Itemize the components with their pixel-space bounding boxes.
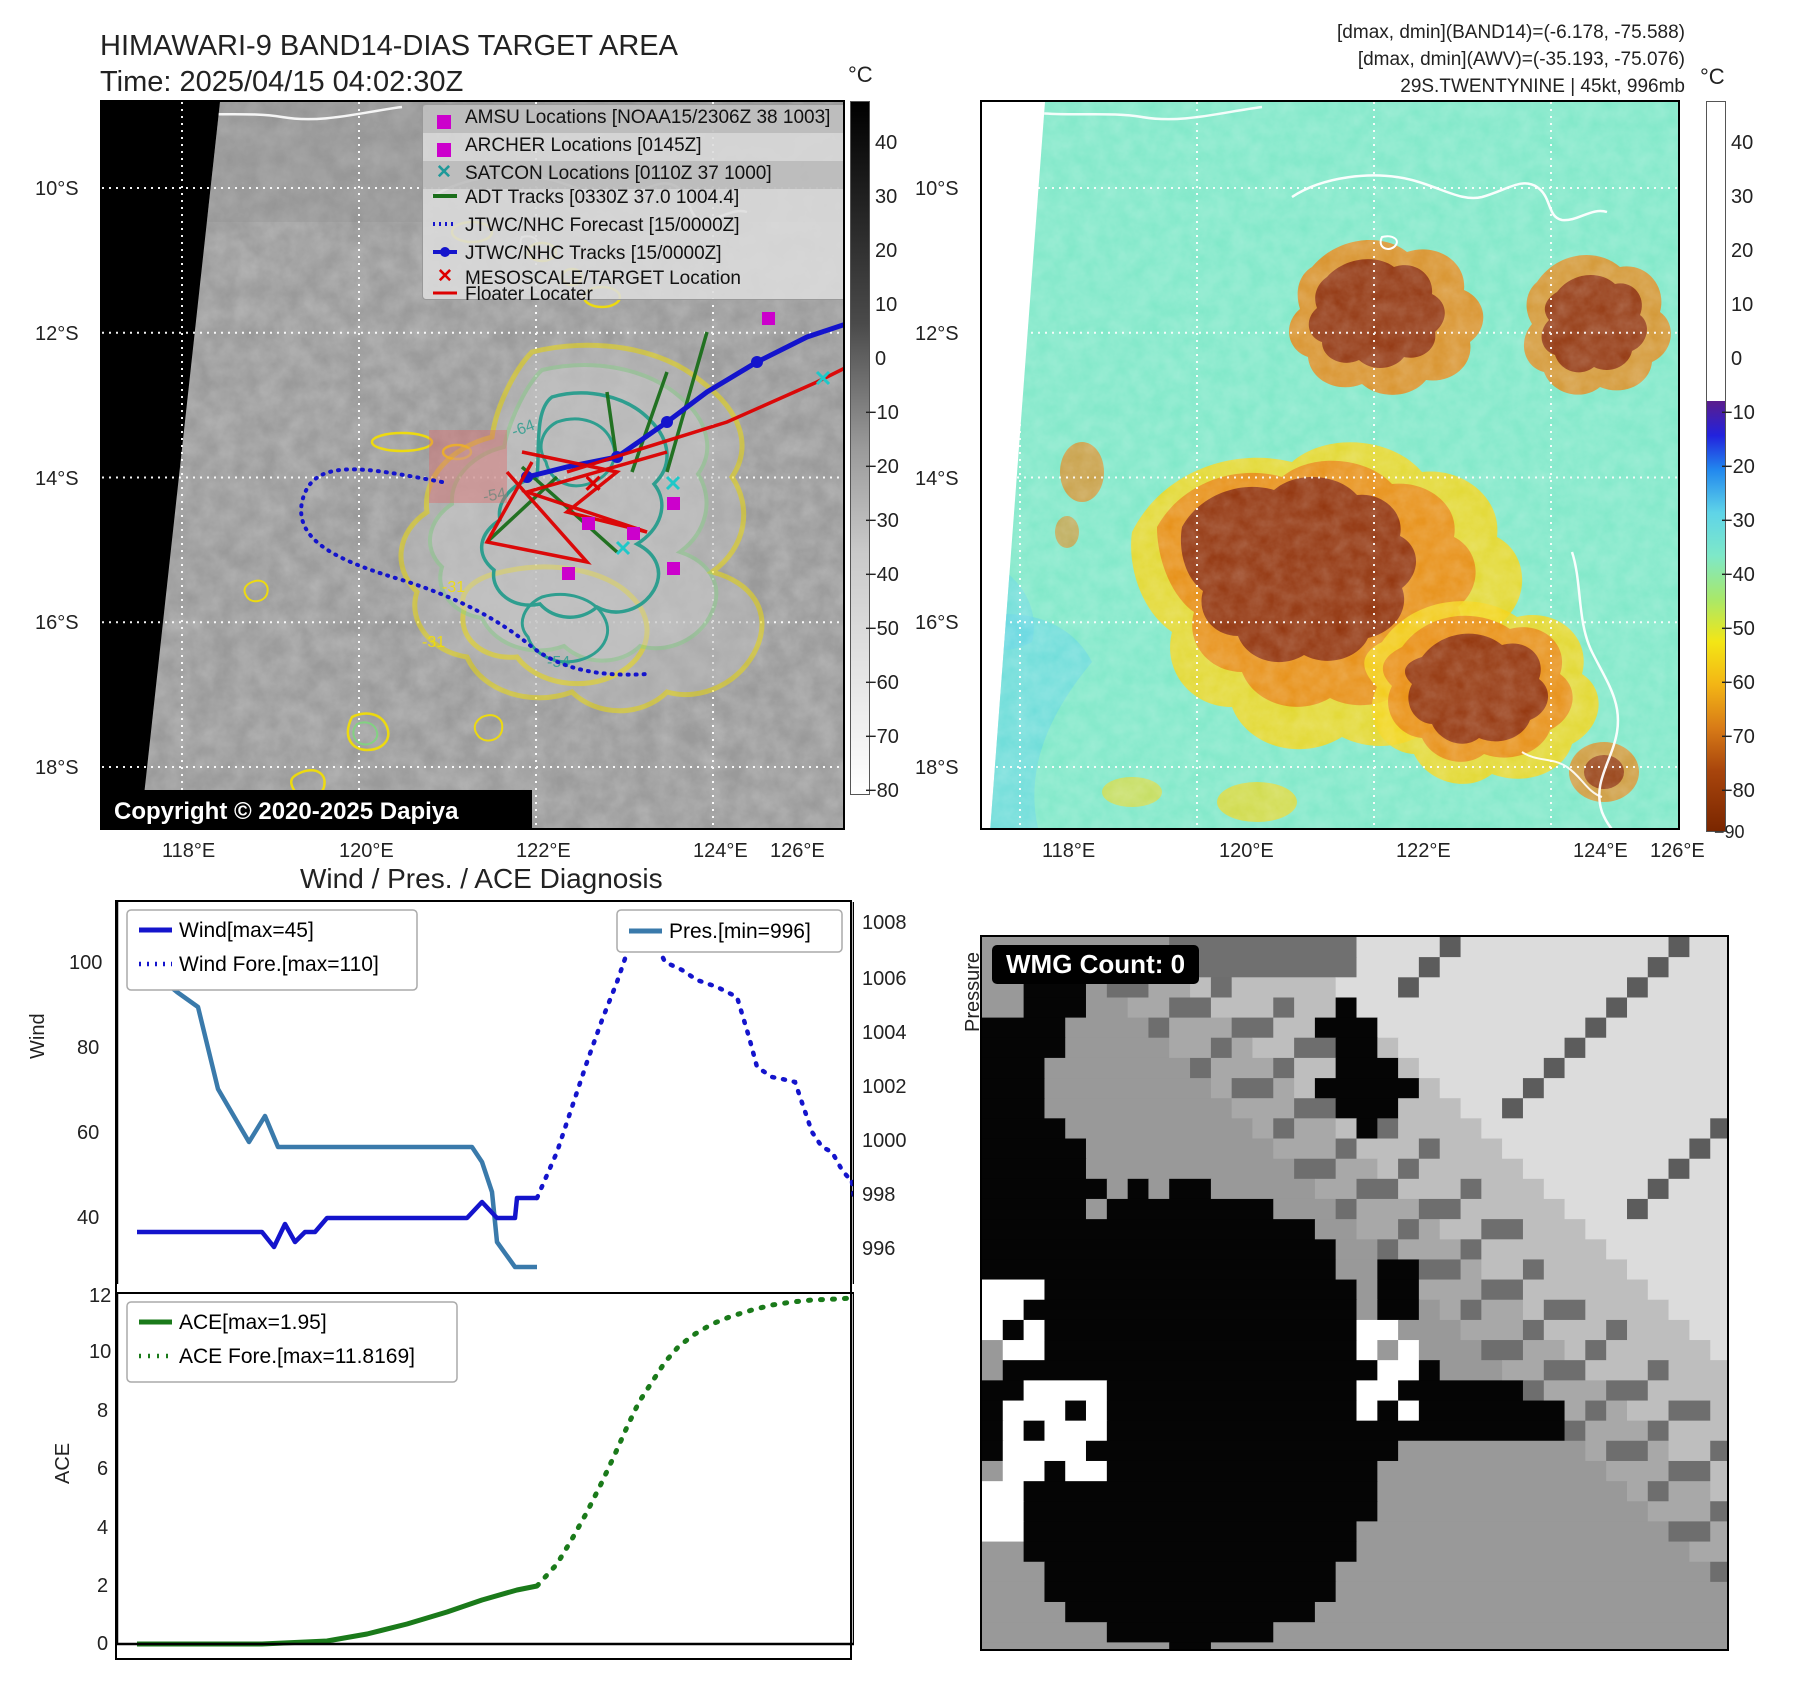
svg-text:-31: -31	[422, 634, 445, 651]
svg-text:ACE[max=1.95]: ACE[max=1.95]	[179, 1311, 327, 1334]
svg-text:Pres.[min=996]: Pres.[min=996]	[669, 920, 811, 943]
svg-text:-31: -31	[442, 579, 465, 596]
svg-text:✕: ✕	[436, 162, 452, 183]
svg-text:✕: ✕	[437, 266, 453, 287]
svg-text:Copyright © 2020-2025 Dapiya: Copyright © 2020-2025 Dapiya	[114, 798, 459, 825]
svg-text:✕: ✕	[583, 471, 603, 498]
svg-text:Wind Fore.[max=110]: Wind Fore.[max=110]	[179, 953, 379, 976]
svg-text:ACE Fore.[max=11.8169]: ACE Fore.[max=11.8169]	[179, 1345, 415, 1368]
svg-text:Wind[max=45]: Wind[max=45]	[179, 919, 314, 942]
